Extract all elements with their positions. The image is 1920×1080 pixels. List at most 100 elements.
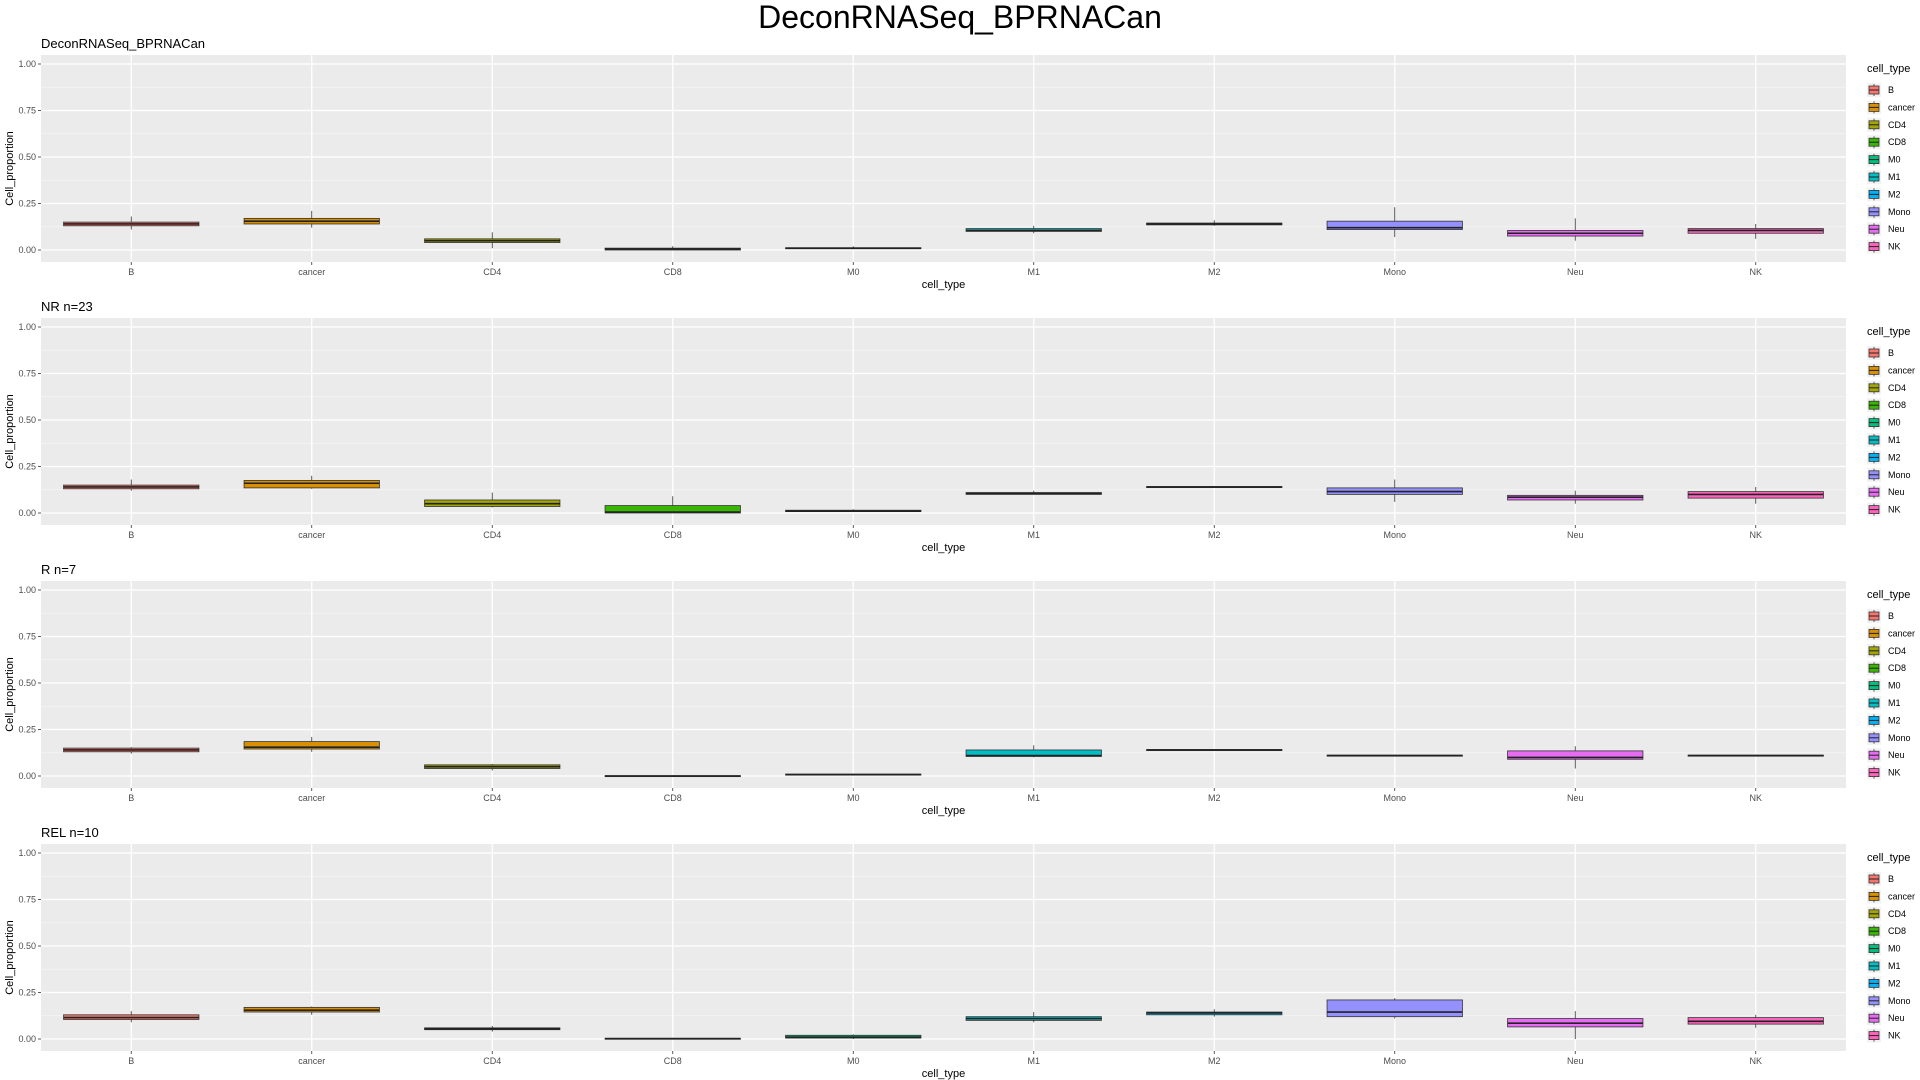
x-tick-label: CD4 bbox=[483, 793, 501, 803]
legend-label: Mono bbox=[1888, 733, 1911, 743]
legend-label: NK bbox=[1888, 1031, 1901, 1041]
box-Neu bbox=[1507, 750, 1644, 760]
box-Mono bbox=[1326, 999, 1463, 1018]
x-tick-label: B bbox=[128, 1056, 134, 1066]
legend-label: NK bbox=[1888, 505, 1901, 515]
legend-label: M2 bbox=[1888, 452, 1901, 462]
x-tick-label: CD8 bbox=[664, 1056, 682, 1066]
y-tick-label: 1.00 bbox=[18, 585, 36, 595]
x-tick-label: B bbox=[128, 267, 134, 277]
panel-background bbox=[41, 844, 1846, 1051]
x-tick-label: Mono bbox=[1383, 793, 1406, 803]
x-tick-label: Neu bbox=[1567, 793, 1584, 803]
x-tick-label: M0 bbox=[847, 793, 860, 803]
panel-2: NR n=23 0.00 0.25 0.50 0.75 1.00 B cancer CD4 CD8… bbox=[4, 299, 1915, 554]
legend-title: cell_type bbox=[1867, 852, 1910, 864]
legend-label: M1 bbox=[1888, 698, 1901, 708]
y-tick-label: 0.00 bbox=[18, 508, 36, 518]
x-tick-label: M0 bbox=[847, 530, 860, 540]
y-axis-label: Cell_proportion bbox=[4, 920, 16, 995]
x-tick-label: cancer bbox=[298, 1056, 325, 1066]
legend-label: M0 bbox=[1888, 418, 1901, 428]
legend-label: Mono bbox=[1888, 996, 1911, 1006]
y-tick-label: 0.50 bbox=[18, 678, 36, 688]
panel-title: REL n=10 bbox=[41, 825, 99, 840]
legend-label: Mono bbox=[1888, 470, 1911, 480]
x-tick-label: M0 bbox=[847, 1056, 860, 1066]
legend-label: NK bbox=[1888, 242, 1901, 252]
x-tick-label: M2 bbox=[1208, 1056, 1221, 1066]
y-axis-label: Cell_proportion bbox=[4, 394, 16, 469]
x-tick-label: CD8 bbox=[664, 267, 682, 277]
x-tick-label: cancer bbox=[298, 267, 325, 277]
panel-background bbox=[41, 318, 1846, 525]
x-tick-label: NK bbox=[1749, 267, 1762, 277]
x-tick-label: CD8 bbox=[664, 793, 682, 803]
x-tick-label: CD4 bbox=[483, 267, 501, 277]
x-tick-label: NK bbox=[1749, 793, 1762, 803]
x-tick-label: Neu bbox=[1567, 1056, 1584, 1066]
legend-title: cell_type bbox=[1867, 326, 1910, 338]
legend-label: B bbox=[1888, 348, 1894, 358]
legend-label: CD8 bbox=[1888, 137, 1906, 147]
legend-label: M2 bbox=[1888, 978, 1901, 988]
y-tick-label: 0.25 bbox=[18, 725, 36, 735]
legend-label: M2 bbox=[1888, 715, 1901, 725]
legend-label: Neu bbox=[1888, 224, 1905, 234]
legend-label: M0 bbox=[1888, 155, 1901, 165]
x-tick-label: NK bbox=[1749, 1056, 1762, 1066]
y-tick-label: 0.00 bbox=[18, 1034, 36, 1044]
legend-label: CD8 bbox=[1888, 926, 1906, 936]
legend-label: cancer bbox=[1888, 628, 1915, 638]
box-Mono bbox=[1326, 220, 1463, 230]
legend-label: Neu bbox=[1888, 487, 1905, 497]
x-tick-label: cancer bbox=[298, 530, 325, 540]
x-tick-label: Mono bbox=[1383, 1056, 1406, 1066]
box-cancer bbox=[243, 741, 380, 750]
legend-label: CD4 bbox=[1888, 120, 1906, 130]
x-tick-label: Neu bbox=[1567, 530, 1584, 540]
box-CD8 bbox=[604, 505, 741, 514]
x-tick-label: M1 bbox=[1027, 267, 1040, 277]
x-tick-label: B bbox=[128, 793, 134, 803]
y-axis-label: Cell_proportion bbox=[4, 657, 16, 732]
panel-title: DeconRNASeq_BPRNACan bbox=[41, 36, 205, 51]
legend-label: M1 bbox=[1888, 435, 1901, 445]
x-tick-label: M2 bbox=[1208, 530, 1221, 540]
panel-title: R n=7 bbox=[41, 562, 76, 577]
x-tick-label: CD8 bbox=[664, 530, 682, 540]
legend-label: cancer bbox=[1888, 365, 1915, 375]
y-tick-label: 0.50 bbox=[18, 415, 36, 425]
x-tick-label: Mono bbox=[1383, 530, 1406, 540]
legend-label: M1 bbox=[1888, 961, 1901, 971]
panel-title: NR n=23 bbox=[41, 299, 93, 314]
legend-label: B bbox=[1888, 874, 1894, 884]
y-tick-label: 1.00 bbox=[18, 848, 36, 858]
y-tick-label: 0.50 bbox=[18, 152, 36, 162]
legend-label: B bbox=[1888, 611, 1894, 621]
legend-label: M1 bbox=[1888, 172, 1901, 182]
y-tick-label: 0.75 bbox=[18, 369, 36, 379]
legend-label: M0 bbox=[1888, 681, 1901, 691]
y-tick-label: 0.25 bbox=[18, 462, 36, 472]
legend-label: cancer bbox=[1888, 891, 1915, 901]
legend-label: CD4 bbox=[1888, 909, 1906, 919]
y-tick-label: 0.00 bbox=[18, 771, 36, 781]
x-axis-label: cell_type bbox=[922, 542, 965, 554]
x-axis-label: cell_type bbox=[922, 279, 965, 291]
y-tick-label: 0.25 bbox=[18, 199, 36, 209]
y-tick-label: 0.75 bbox=[18, 106, 36, 116]
panel-4: REL n=10 0.00 0.25 0.50 0.75 1.00 B cancer CD4 CD… bbox=[4, 825, 1915, 1080]
x-axis-label: cell_type bbox=[922, 1068, 965, 1080]
legend-label: NK bbox=[1888, 768, 1901, 778]
y-axis-label: Cell_proportion bbox=[4, 131, 16, 206]
panel-1: DeconRNASeq_BPRNACan 0.00 0.25 0.50 0.75 1.00… bbox=[4, 36, 1915, 291]
legend-label: CD4 bbox=[1888, 383, 1906, 393]
y-tick-label: 0.00 bbox=[18, 245, 36, 255]
legend-label: CD4 bbox=[1888, 646, 1906, 656]
